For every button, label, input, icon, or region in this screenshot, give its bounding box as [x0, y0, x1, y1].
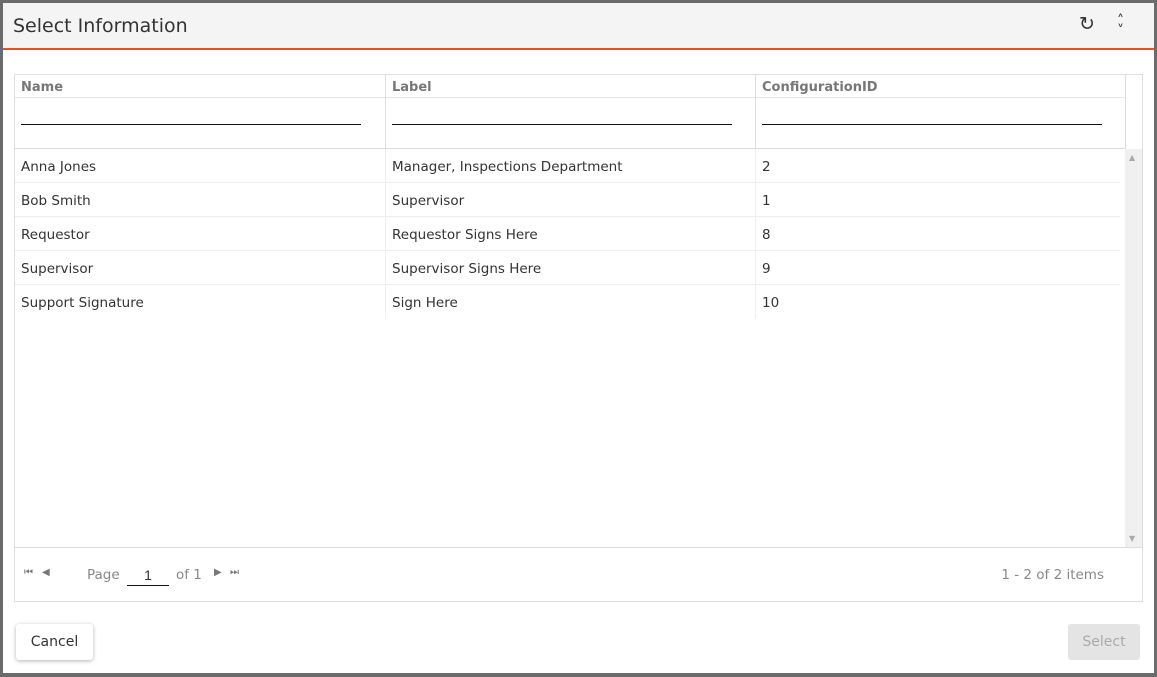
table-cell: 9 [762, 261, 771, 277]
page-label: Page [87, 567, 120, 583]
table-cell: 2 [762, 159, 771, 175]
table-cell: Anna Jones [15, 149, 386, 182]
table-cell: Supervisor [386, 183, 756, 216]
table-row[interactable]: Support Signature Sign Here 10 [15, 285, 1120, 319]
name-filter-input[interactable] [21, 111, 361, 125]
select-information-dialog: Select Information ↻ ˄ ˅ Name Label Confi… [3, 3, 1154, 673]
pager: ⏮ ◀ Page of 1 ▶ ⏭ 1 - 2 of 2 items [15, 547, 1142, 602]
select-button[interactable]: Select [1068, 624, 1140, 660]
table-cell: Manager, Inspections Department [386, 149, 756, 182]
scroll-down-icon[interactable]: ▼ [1129, 534, 1136, 543]
last-page-icon[interactable]: ⏭ [230, 567, 239, 578]
data-grid: Name Label ConfigurationID Anna Jones Man… [14, 74, 1143, 602]
page-number-input[interactable] [127, 565, 169, 586]
dialog-title: Select Information [13, 15, 188, 37]
cancel-button[interactable]: Cancel [16, 624, 93, 660]
column-header-name[interactable]: Name [15, 75, 386, 148]
table-cell: Supervisor Signs Here [386, 251, 756, 284]
table-cell: 1 [762, 193, 771, 209]
grid-body: Anna Jones Manager, Inspections Departmen… [15, 149, 1125, 319]
table-cell: 10 [762, 295, 780, 311]
table-cell: Supervisor [15, 251, 386, 284]
table-cell: Requestor Signs Here [386, 217, 756, 250]
table-cell: Requestor [15, 217, 386, 250]
grid-header: Name Label ConfigurationID [15, 75, 1125, 149]
next-page-icon[interactable]: ▶ [214, 567, 222, 578]
pager-info: 1 - 2 of 2 items [1001, 567, 1104, 583]
expand-collapse-icon[interactable]: ˄ ˅ [1117, 13, 1124, 39]
column-header-label[interactable]: Label [386, 75, 756, 148]
table-row[interactable]: Requestor Requestor Signs Here 8 [15, 217, 1120, 251]
scroll-up-icon[interactable]: ▲ [1129, 153, 1136, 162]
table-cell: Support Signature [15, 285, 386, 319]
column-header-configurationid[interactable]: ConfigurationID [756, 75, 1125, 148]
refresh-icon[interactable]: ↻ [1079, 13, 1095, 35]
table-row[interactable]: Supervisor Supervisor Signs Here 9 [15, 251, 1120, 285]
dialog-header: Select Information ↻ ˄ ˅ [3, 3, 1154, 50]
previous-page-icon[interactable]: ◀ [42, 567, 50, 578]
table-cell: 8 [762, 227, 771, 243]
vertical-scrollbar[interactable]: ▲ ▼ [1125, 149, 1142, 547]
label-filter-input[interactable] [392, 111, 732, 125]
table-row[interactable]: Anna Jones Manager, Inspections Departmen… [15, 149, 1120, 183]
table-cell: Sign Here [386, 285, 756, 319]
first-page-icon[interactable]: ⏮ [24, 567, 33, 578]
table-row[interactable]: Bob Smith Supervisor 1 [15, 183, 1120, 217]
page-count: of 1 [176, 567, 202, 583]
table-cell: Bob Smith [15, 183, 386, 216]
configurationid-filter-input[interactable] [762, 111, 1102, 125]
